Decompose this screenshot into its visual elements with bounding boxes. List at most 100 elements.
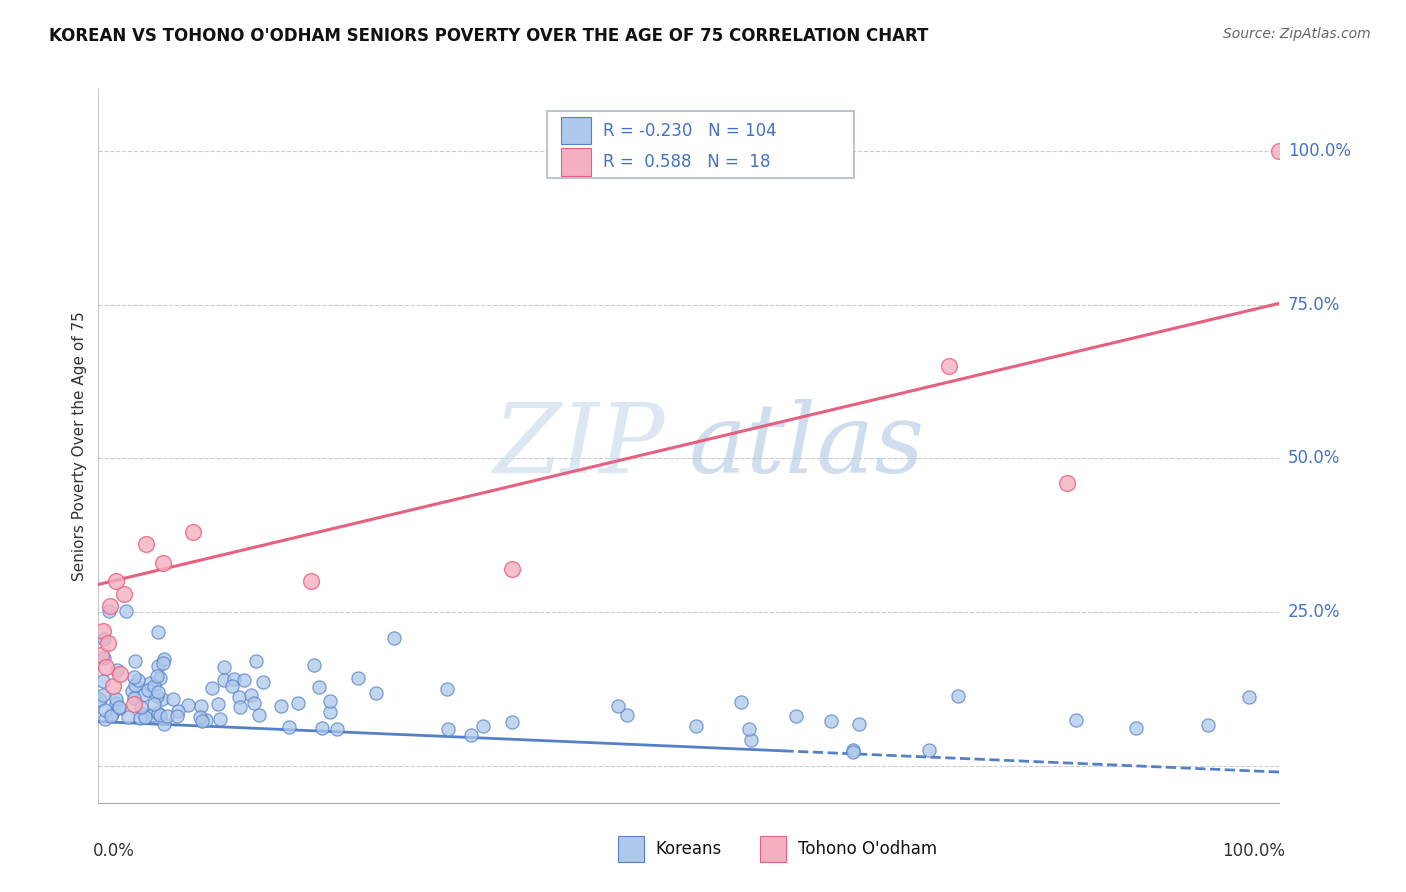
- Point: [738, 722, 761, 736]
- Point: [149, 707, 172, 722]
- Point: [346, 671, 368, 685]
- Point: [97, 604, 120, 618]
- Point: [616, 707, 638, 722]
- Point: [97, 636, 120, 650]
- Point: [93, 651, 115, 665]
- Text: KOREAN VS TOHONO O'ODHAM SENIORS POVERTY OVER THE AGE OF 75 CORRELATION CHART: KOREAN VS TOHONO O'ODHAM SENIORS POVERTY…: [49, 27, 928, 45]
- Point: [242, 696, 264, 710]
- Text: 50.0%: 50.0%: [1288, 450, 1340, 467]
- Point: [128, 711, 150, 725]
- Point: [94, 660, 117, 674]
- Point: [148, 658, 170, 673]
- Point: [938, 359, 960, 373]
- Point: [135, 537, 157, 551]
- Point: [136, 683, 159, 698]
- Point: [212, 673, 235, 687]
- Point: [472, 719, 495, 733]
- Point: [207, 697, 229, 711]
- Point: [108, 701, 131, 715]
- Point: [146, 685, 169, 699]
- Point: [270, 699, 292, 714]
- Point: [112, 587, 135, 601]
- Point: [104, 696, 127, 710]
- Text: 75.0%: 75.0%: [1288, 295, 1340, 313]
- Text: 100.0%: 100.0%: [1222, 842, 1285, 860]
- Point: [1125, 721, 1147, 735]
- Point: [1064, 713, 1087, 727]
- Point: [245, 654, 267, 668]
- Point: [153, 652, 176, 666]
- Text: 100.0%: 100.0%: [1288, 142, 1351, 160]
- Bar: [759, 837, 786, 862]
- Point: [384, 631, 406, 645]
- Point: [89, 692, 111, 706]
- Text: R =  0.588   N =  18: R = 0.588 N = 18: [603, 153, 770, 171]
- Point: [105, 663, 128, 677]
- Point: [132, 688, 155, 702]
- Point: [190, 714, 212, 728]
- Point: [222, 672, 245, 686]
- Point: [278, 720, 301, 734]
- Point: [98, 599, 121, 613]
- Text: Koreans: Koreans: [655, 840, 723, 858]
- Point: [91, 688, 114, 702]
- Point: [209, 712, 232, 726]
- Point: [221, 679, 243, 693]
- Point: [229, 699, 252, 714]
- Point: [501, 562, 523, 576]
- Point: [138, 676, 160, 690]
- Point: [108, 666, 131, 681]
- Point: [436, 722, 458, 736]
- Text: Tohono O'odham: Tohono O'odham: [797, 840, 936, 858]
- Point: [190, 698, 212, 713]
- Point: [319, 706, 342, 720]
- Point: [115, 604, 138, 618]
- Point: [1197, 718, 1219, 732]
- Bar: [561, 117, 591, 145]
- Point: [89, 692, 111, 706]
- Point: [152, 556, 174, 570]
- Point: [100, 709, 122, 723]
- Point: [232, 673, 254, 687]
- Point: [122, 698, 145, 712]
- Point: [90, 648, 112, 662]
- Point: [1237, 690, 1260, 704]
- Point: [730, 695, 752, 709]
- Point: [299, 574, 322, 589]
- Point: [240, 688, 263, 702]
- Point: [181, 525, 204, 540]
- Point: [146, 624, 169, 639]
- Point: [166, 709, 188, 723]
- Point: [848, 716, 870, 731]
- Point: [326, 722, 349, 736]
- Point: [162, 692, 184, 706]
- Point: [153, 717, 176, 731]
- Point: [1268, 144, 1291, 158]
- Point: [436, 682, 458, 697]
- Point: [152, 657, 174, 671]
- Point: [188, 710, 211, 724]
- Point: [228, 690, 250, 704]
- Point: [1056, 475, 1078, 490]
- Point: [107, 700, 129, 714]
- Point: [149, 671, 172, 685]
- Point: [842, 745, 865, 759]
- Point: [124, 654, 146, 668]
- Point: [287, 697, 309, 711]
- Point: [606, 698, 628, 713]
- Bar: [561, 148, 591, 176]
- Point: [91, 674, 114, 689]
- Text: Source: ZipAtlas.com: Source: ZipAtlas.com: [1223, 27, 1371, 41]
- Point: [131, 700, 153, 714]
- Point: [252, 675, 274, 690]
- Point: [101, 679, 124, 693]
- Point: [785, 709, 807, 723]
- Point: [166, 704, 188, 718]
- Point: [311, 721, 333, 735]
- Point: [121, 683, 143, 698]
- Point: [101, 707, 124, 722]
- Point: [93, 632, 115, 646]
- Point: [128, 673, 150, 687]
- Point: [740, 733, 762, 747]
- Point: [177, 698, 200, 712]
